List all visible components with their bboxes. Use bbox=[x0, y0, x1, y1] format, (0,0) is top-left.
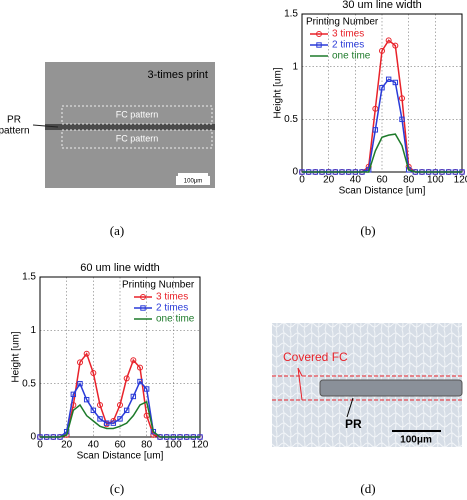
point bbox=[130, 393, 137, 400]
point bbox=[97, 402, 103, 408]
panel-label: (c) bbox=[110, 481, 124, 496]
y-tick-label: 0.5 bbox=[22, 378, 36, 389]
y-tick-label: 1.5 bbox=[22, 272, 36, 283]
x-tick-label: 0 bbox=[37, 440, 43, 451]
series-line bbox=[40, 400, 200, 438]
x-tick-label: 60 bbox=[114, 440, 126, 451]
point bbox=[83, 396, 90, 403]
panel-label: (a) bbox=[110, 223, 124, 238]
legend-title: Printing Number bbox=[122, 280, 195, 291]
x-axis-label: Scan Distance [um] bbox=[77, 451, 164, 462]
point bbox=[130, 357, 137, 364]
y-axis-label: Height [um] bbox=[273, 67, 284, 118]
x-tick-label: 0 bbox=[299, 175, 305, 186]
point bbox=[123, 375, 130, 382]
region-label: FC pattern bbox=[116, 109, 159, 119]
x-tick-label: 20 bbox=[323, 175, 335, 186]
scale-bar-label: 100μm bbox=[184, 179, 202, 185]
y-tick-label: 1 bbox=[30, 325, 36, 336]
point bbox=[90, 407, 97, 414]
panel-label: (d) bbox=[360, 481, 375, 496]
point bbox=[77, 359, 83, 366]
point bbox=[77, 380, 83, 387]
point bbox=[379, 47, 385, 54]
x-tick-label: 80 bbox=[141, 440, 153, 451]
pointer-label: PR bbox=[345, 417, 362, 431]
x-axis-label: Scan Distance [um] bbox=[339, 186, 426, 197]
point bbox=[70, 391, 77, 398]
region-label: Covered FC bbox=[283, 350, 348, 364]
y-tick-label: 1.5 bbox=[284, 9, 298, 20]
pointer-label: PR bbox=[7, 115, 21, 126]
x-tick-label: 120 bbox=[454, 175, 467, 186]
chart-title: 30 um line width bbox=[342, 0, 422, 11]
point bbox=[143, 386, 150, 392]
y-tick-label: 0 bbox=[292, 167, 298, 178]
legend-label: 2 times bbox=[332, 40, 364, 51]
chart-title: 60 um line width bbox=[80, 262, 160, 274]
point bbox=[399, 95, 405, 102]
legend-label: one time bbox=[156, 314, 195, 325]
scale-bar-label: 100μm bbox=[400, 435, 432, 446]
micrograph-d bbox=[272, 323, 463, 447]
point bbox=[110, 420, 117, 426]
legend-swatch bbox=[316, 42, 322, 48]
point bbox=[379, 85, 385, 91]
legend-label: 2 times bbox=[156, 303, 188, 314]
point bbox=[372, 105, 379, 112]
x-tick-label: 100 bbox=[427, 175, 444, 186]
point bbox=[385, 76, 392, 83]
point bbox=[137, 364, 143, 371]
legend-title: Printing Number bbox=[306, 17, 379, 28]
point bbox=[385, 37, 392, 44]
point bbox=[83, 350, 90, 357]
y-tick-label: 0 bbox=[30, 432, 36, 443]
caption: 3-times print bbox=[147, 69, 208, 81]
x-tick-label: 40 bbox=[350, 175, 362, 186]
pointer-label: pattern bbox=[0, 126, 30, 137]
point bbox=[137, 378, 143, 385]
plot-frame bbox=[39, 276, 201, 438]
point bbox=[90, 370, 97, 376]
region-label: FC pattern bbox=[116, 133, 159, 143]
legend-swatch bbox=[140, 305, 146, 311]
point bbox=[399, 116, 405, 123]
point bbox=[103, 420, 110, 426]
point bbox=[372, 127, 379, 133]
x-tick-label: 60 bbox=[376, 175, 388, 186]
y-axis-label: Height [um] bbox=[11, 331, 22, 382]
legend-label: 3 times bbox=[156, 292, 188, 303]
point bbox=[117, 416, 123, 422]
point bbox=[392, 79, 399, 86]
x-tick-label: 40 bbox=[88, 440, 100, 451]
x-tick-label: 80 bbox=[403, 175, 415, 186]
legend-swatch bbox=[316, 31, 322, 37]
point bbox=[97, 416, 103, 422]
plot-frame bbox=[301, 13, 463, 173]
micrograph-a bbox=[32, 62, 215, 188]
point bbox=[117, 402, 123, 408]
series-line bbox=[302, 133, 462, 173]
point bbox=[123, 407, 130, 414]
legend-label: 3 times bbox=[332, 29, 364, 40]
x-tick-label: 100 bbox=[165, 440, 182, 451]
panel-label: (b) bbox=[360, 223, 375, 238]
legend-label: one time bbox=[332, 51, 371, 62]
x-tick-label: 20 bbox=[61, 440, 73, 451]
point bbox=[392, 42, 399, 49]
y-tick-label: 0.5 bbox=[284, 114, 298, 125]
x-tick-label: 120 bbox=[192, 440, 209, 451]
y-tick-label: 1 bbox=[292, 61, 298, 72]
legend-swatch bbox=[140, 294, 146, 300]
